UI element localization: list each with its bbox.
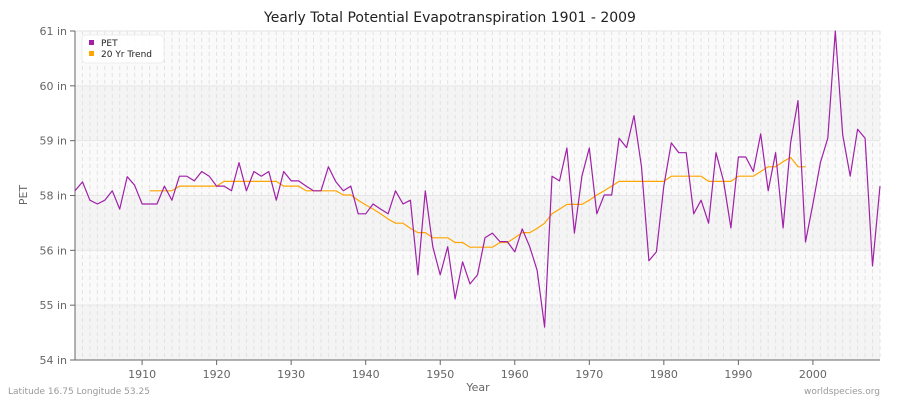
x-tick-label: 1960 xyxy=(501,368,529,381)
y-tick-label: 55 in xyxy=(39,299,67,312)
y-axis-label: PET xyxy=(17,185,30,206)
y-axis: 54 in 55 in 56 in 58 in 59 in 60 in 61 in xyxy=(39,25,76,367)
x-tick-label: 1970 xyxy=(575,368,603,381)
pet-series-line xyxy=(74,30,881,328)
y-tick-label: 58 in xyxy=(39,190,67,203)
legend: PET 20 Yr Trend xyxy=(81,34,165,64)
x-tick-label: 1990 xyxy=(724,368,752,381)
y-tick-label: 59 in xyxy=(39,135,67,148)
x-axis-label: Year xyxy=(465,381,490,394)
x-axis: 1910 1920 1930 1940 1950 1960 1970 1980 1990 2000 xyxy=(75,359,880,381)
trend-series-line xyxy=(149,156,806,248)
x-tick-label: 2000 xyxy=(799,368,827,381)
x-tick-label: 1930 xyxy=(277,368,305,381)
y-tick-label: 61 in xyxy=(39,25,67,38)
x-tick-label: 1940 xyxy=(352,368,380,381)
x-tick-label: 1950 xyxy=(426,368,454,381)
legend-label-trend: 20 Yr Trend xyxy=(101,50,152,60)
legend-label-pet: PET xyxy=(101,39,118,49)
y-tick-label: 56 in xyxy=(39,244,67,257)
y-tick-label: 60 in xyxy=(39,80,67,93)
series-lines xyxy=(74,30,881,328)
horizontal-grid xyxy=(75,30,880,361)
y-tick-label: 54 in xyxy=(39,354,67,367)
footer-source: worldspecies.org xyxy=(804,387,880,397)
footer-location: Latitude 16.75 Longitude 53.25 xyxy=(8,387,150,397)
legend-swatch-trend xyxy=(89,51,94,56)
x-tick-label: 1920 xyxy=(203,368,231,381)
chart-title: Yearly Total Potential Evapotranspiratio… xyxy=(263,10,636,26)
legend-swatch-pet xyxy=(89,40,94,45)
x-tick-label: 1910 xyxy=(128,368,156,381)
x-tick-label: 1980 xyxy=(650,368,678,381)
